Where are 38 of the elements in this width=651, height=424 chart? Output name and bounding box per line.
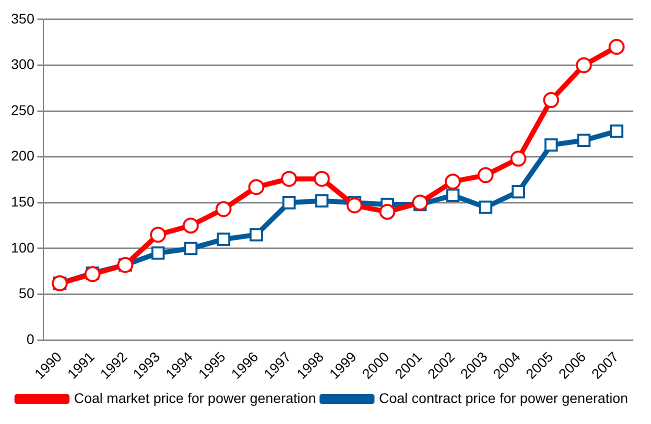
y-tick-label: 100 [11, 239, 35, 256]
point [478, 200, 492, 214]
point [314, 170, 330, 187]
legend-label: Coal market price for power generation [74, 390, 316, 406]
point [444, 174, 461, 190]
point [182, 218, 199, 234]
legend-label: Coal contract price for power generation [378, 390, 628, 406]
point [151, 246, 165, 260]
point [512, 185, 526, 198]
point [478, 167, 494, 184]
point [412, 194, 428, 211]
point [216, 201, 232, 218]
point [510, 150, 526, 167]
y-tick-label: 0 [26, 330, 35, 347]
point [315, 194, 328, 208]
point [346, 197, 363, 214]
y-tick-label: 150 [11, 194, 35, 210]
point [281, 170, 298, 187]
y-tick-label: 300 [11, 56, 35, 72]
point [216, 232, 230, 246]
point [84, 266, 100, 282]
point [250, 228, 263, 242]
point [282, 196, 296, 210]
y-tick-label: 350 [11, 10, 35, 26]
point [446, 188, 460, 202]
point [379, 204, 396, 220]
point [184, 242, 198, 256]
point [577, 134, 591, 148]
point [543, 92, 560, 108]
point [544, 138, 558, 152]
y-tick-label: 200 [11, 148, 35, 164]
y-tick-label: 50 [18, 285, 35, 302]
point [608, 38, 625, 55]
point [610, 124, 624, 138]
point [248, 179, 264, 196]
y-tick-label: 250 [11, 102, 35, 118]
point [150, 226, 166, 243]
point [576, 57, 592, 74]
